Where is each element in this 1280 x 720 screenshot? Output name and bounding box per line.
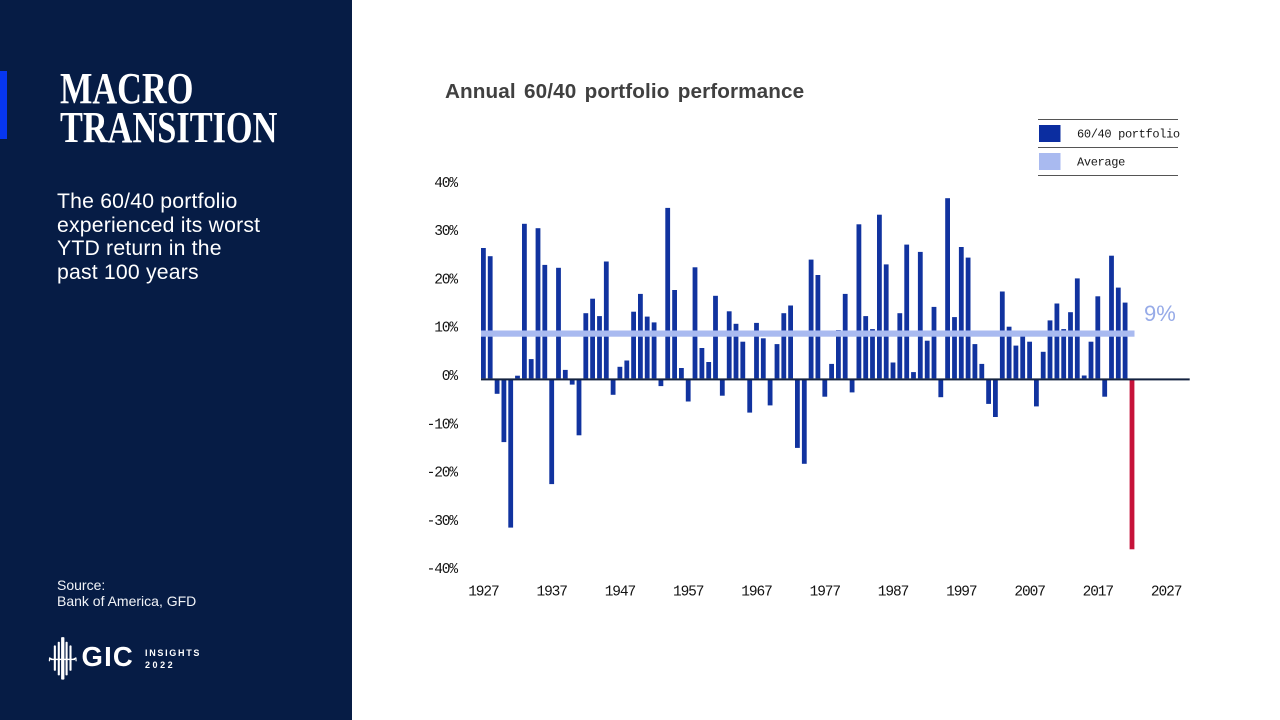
svg-text:20%: 20% bbox=[434, 272, 458, 288]
svg-text:60/40 portfolio: 60/40 portfolio bbox=[1077, 128, 1180, 142]
svg-text:9%: 9% bbox=[1144, 301, 1176, 326]
svg-text:-10%: -10% bbox=[427, 417, 459, 433]
svg-text:1997: 1997 bbox=[946, 585, 977, 601]
svg-text:1977: 1977 bbox=[810, 585, 841, 601]
svg-text:1957: 1957 bbox=[673, 585, 704, 601]
svg-text:0%: 0% bbox=[442, 369, 459, 385]
svg-text:30%: 30% bbox=[434, 224, 458, 240]
svg-text:-30%: -30% bbox=[427, 514, 459, 530]
svg-text:10%: 10% bbox=[434, 321, 458, 337]
svg-text:2027: 2027 bbox=[1151, 585, 1182, 601]
svg-text:1947: 1947 bbox=[605, 585, 636, 601]
svg-text:-20%: -20% bbox=[427, 466, 459, 482]
svg-text:2017: 2017 bbox=[1083, 585, 1114, 601]
svg-text:-40%: -40% bbox=[427, 562, 459, 578]
svg-text:1987: 1987 bbox=[878, 585, 909, 601]
svg-text:1967: 1967 bbox=[741, 585, 772, 601]
svg-text:1927: 1927 bbox=[468, 585, 499, 601]
svg-text:2007: 2007 bbox=[1014, 585, 1045, 601]
svg-text:40%: 40% bbox=[434, 176, 458, 192]
svg-text:1937: 1937 bbox=[536, 585, 567, 601]
svg-text:Average: Average bbox=[1077, 156, 1125, 170]
